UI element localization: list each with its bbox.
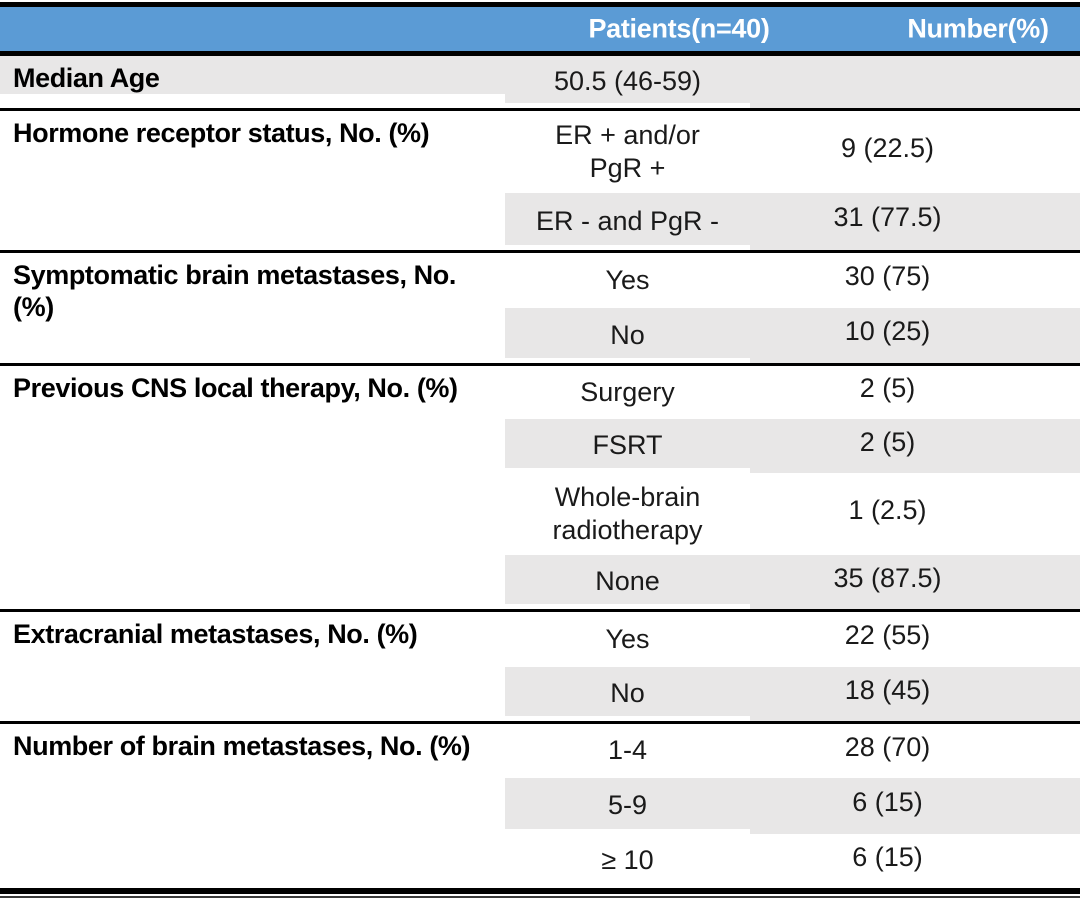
row-label-symptomatic-brain-metastases: Symptomatic brain metastases, No. (%) — [13, 260, 456, 322]
patients-cell-symptomatic-no: No — [505, 308, 750, 358]
row-label-median-age: Median Age — [0, 56, 505, 94]
section-previous-cns-local-therapy: Previous CNS local therapy, No. (%) Surg… — [0, 363, 1080, 609]
patients-cell-er-negative: ER - and PgR - — [505, 193, 750, 245]
table-bottom-border — [0, 888, 1080, 898]
patients-cell-median-age: 50.5 (46-59) — [505, 56, 750, 103]
number-cell-1-4: 28 (70) — [844, 731, 931, 762]
number-cell-er-negative: 31 (77.5) — [750, 193, 1080, 250]
number-cell-5-9: 6 (15) — [750, 778, 1080, 834]
section-symptomatic-brain-metastases: Symptomatic brain metastases, No. (%) Ye… — [0, 250, 1080, 363]
section-hormone-receptor-status: Hormone receptor status, No. (%) ER + an… — [0, 108, 1080, 250]
patients-cell-none: None — [505, 555, 750, 604]
patients-cell-1-4: 1-4 — [607, 735, 648, 765]
patients-cell-er-positive: ER + and/or PgR + — [555, 119, 700, 183]
number-cell-fsrt: 2 (5) — [750, 419, 1080, 473]
patients-cell-5-9: 5-9 — [505, 778, 750, 829]
patients-cell-extracranial-no: No — [505, 667, 750, 716]
patients-cell-gte-10: ≥ 10 — [601, 845, 654, 875]
patients-cell-whole-brain-radiotherapy: Whole-brain radiotherapy — [552, 481, 703, 545]
number-cell-surgery: 2 (5) — [859, 373, 916, 403]
number-cell-whole-brain-radiotherapy: 1 (2.5) — [848, 494, 927, 525]
table-top-border — [0, 2, 1080, 7]
number-cell-extracranial-no: 18 (45) — [750, 667, 1080, 721]
section-median-age: Median Age 50.5 (46-59) — [0, 56, 1080, 108]
section-number-of-brain-metastases: Number of brain metastases, No. (%) 1-4 … — [0, 721, 1080, 888]
row-label-previous-cns-local-therapy: Previous CNS local therapy, No. (%) — [13, 373, 458, 403]
top-margin — [0, 0, 1080, 2]
number-cell-symptomatic-no: 10 (25) — [750, 308, 1080, 363]
row-label-hormone-receptor-status: Hormone receptor status, No. (%) — [13, 118, 430, 148]
number-cell-none: 35 (87.5) — [750, 555, 1080, 609]
patients-cell-extracranial-yes: Yes — [605, 623, 650, 654]
patients-cell-fsrt: FSRT — [505, 419, 750, 468]
table-header-row: Patients(n=40) Number(%) — [0, 7, 1080, 51]
section-extracranial-metastases: Extracranial metastases, No. (%) Yes 22 … — [0, 609, 1080, 721]
number-cell-extracranial-yes: 22 (55) — [844, 620, 931, 650]
number-cell-gte-10: 6 (15) — [852, 841, 923, 872]
row-label-number-of-brain-metastases: Number of brain metastases, No. (%) — [13, 731, 471, 761]
patients-cell-surgery: Surgery — [580, 376, 675, 407]
number-cell-symptomatic-yes: 30 (75) — [844, 261, 931, 291]
column-header-patients: Patients(n=40) — [588, 13, 770, 44]
header-bottom-border — [0, 51, 1080, 56]
number-cell-er-positive: 9 (22.5) — [840, 132, 935, 163]
patients-cell-symptomatic-yes: Yes — [605, 264, 650, 295]
column-header-number: Number(%) — [907, 13, 1049, 44]
number-cell-median-age — [750, 56, 1080, 108]
row-label-extracranial-metastases: Extracranial metastases, No. (%) — [13, 619, 418, 649]
